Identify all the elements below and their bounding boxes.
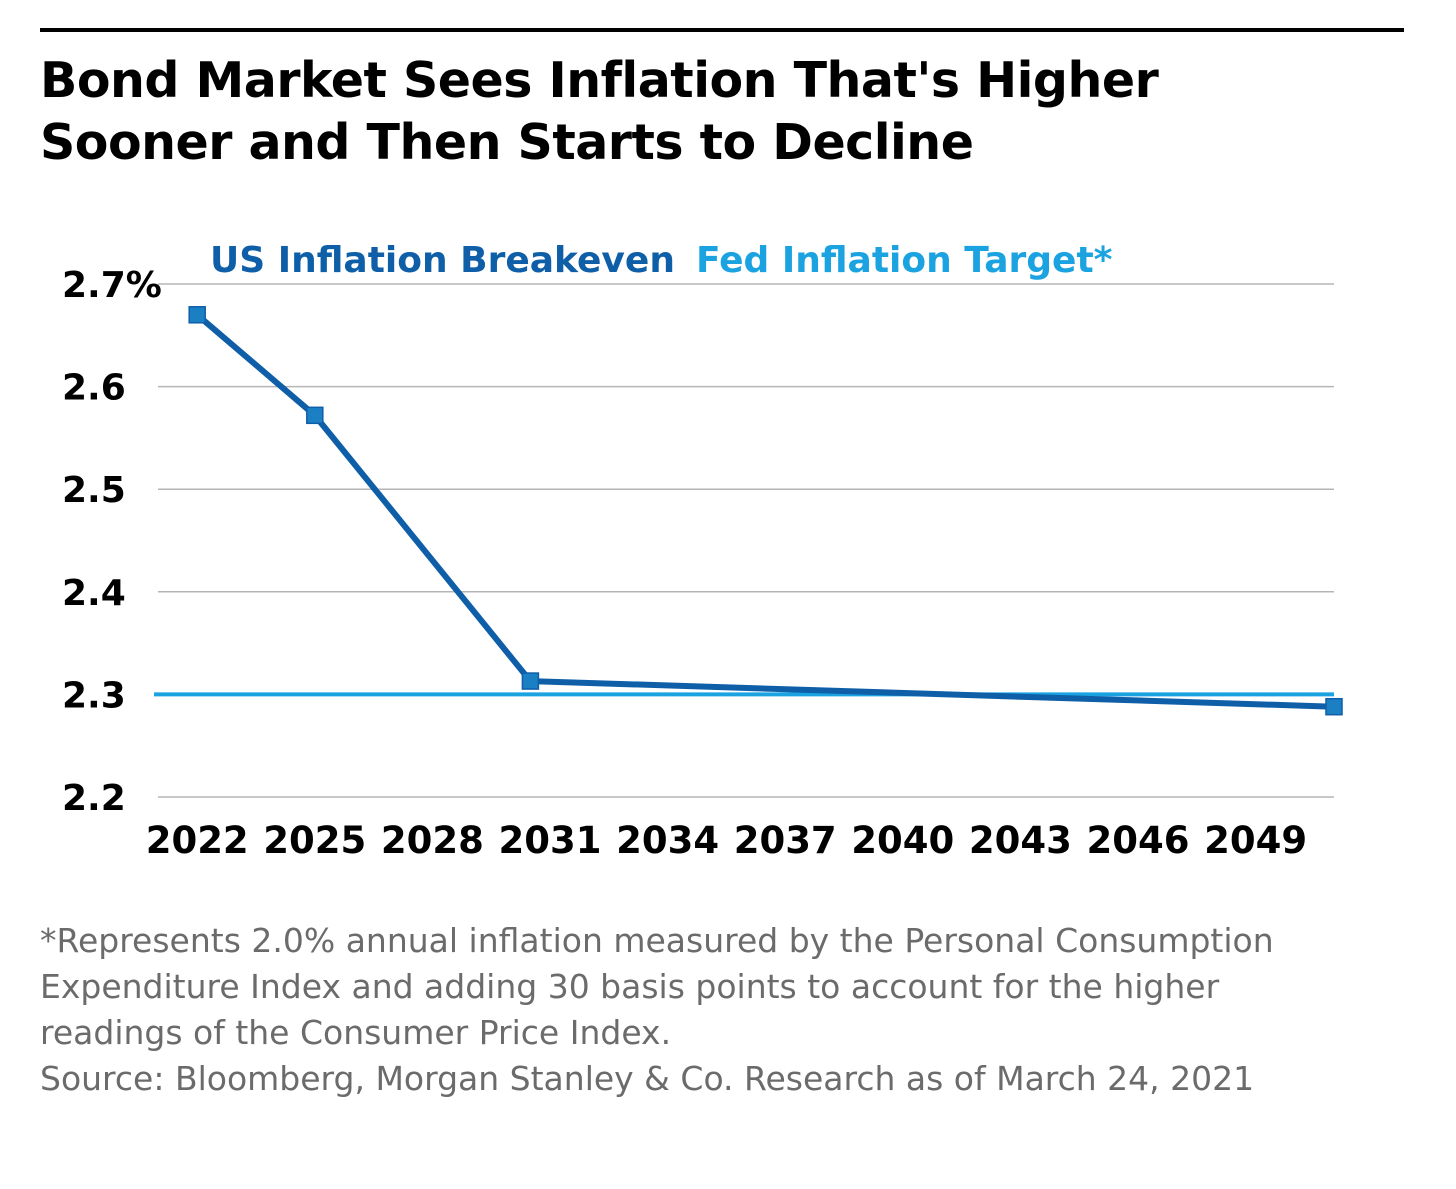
- legend-label-fed-inflation-target: Fed Inflation Target*: [696, 240, 1113, 281]
- x-tick-label: 2037: [734, 819, 837, 862]
- y-axis-tick-labels: 2.2 2.3 2.4 2.5 2.6 2.7%: [62, 265, 162, 819]
- x-axis-tick-labels: 2022 2025 2028 2031 2034 2037 2040 2043 2046 2049: [146, 819, 1307, 862]
- x-tick-label: 2031: [499, 819, 602, 862]
- x-tick-label: 2022: [146, 819, 249, 862]
- legend-label-us-inflation-breakeven: US Inflation Breakeven: [210, 240, 675, 281]
- y-tick-label: 2.6: [62, 368, 126, 409]
- series-line-us-inflation-breakeven: [194, 311, 1337, 710]
- chart-title-line-2: Sooner and Then Starts to Decline: [40, 114, 974, 171]
- chart-title: Bond Market Sees Inflation That's Higher…: [40, 50, 1340, 174]
- source-line: Source: Bloomberg, Morgan Stanley & Co. …: [40, 1059, 1255, 1098]
- y-tick-label: 2.7%: [62, 265, 162, 306]
- y-tick-label: 2.2: [62, 778, 126, 819]
- legend: US Inflation Breakeven Fed Inflation Targ…: [210, 240, 1113, 281]
- top-rule: [40, 28, 1404, 32]
- x-tick-label: 2046: [1087, 819, 1190, 862]
- grid-lines: [158, 283, 1334, 798]
- series-layer: [154, 306, 1343, 716]
- x-tick-label: 2025: [263, 819, 366, 862]
- x-tick-label: 2040: [851, 819, 954, 862]
- x-tick-label: 2049: [1204, 819, 1307, 862]
- data-point-marker: [1325, 697, 1343, 716]
- data-point-marker: [188, 306, 206, 324]
- x-tick-label: 2034: [616, 819, 719, 862]
- chart-title-line-1: Bond Market Sees Inflation That's Higher: [40, 52, 1159, 109]
- y-tick-label: 2.5: [62, 470, 126, 511]
- y-tick-label: 2.4: [62, 573, 126, 614]
- footnote-line-2: Expenditure Index and adding 30 basis po…: [40, 967, 1220, 1006]
- x-tick-label: 2028: [381, 819, 484, 862]
- footnote-line-3: readings of the Consumer Price Index.: [40, 1013, 672, 1052]
- footnote: *Represents 2.0% annual inflation measur…: [40, 918, 1420, 1102]
- footnote-line-1: *Represents 2.0% annual inflation measur…: [40, 921, 1274, 960]
- x-tick-label: 2043: [969, 819, 1072, 862]
- line-chart: 2.2 2.3 2.4 2.5 2.6 2.7% 2022 2025 2028 2031 2034…: [62, 240, 1343, 862]
- y-tick-label: 2.3: [62, 675, 126, 716]
- data-point-marker: [306, 406, 324, 425]
- data-point-marker: [521, 672, 540, 690]
